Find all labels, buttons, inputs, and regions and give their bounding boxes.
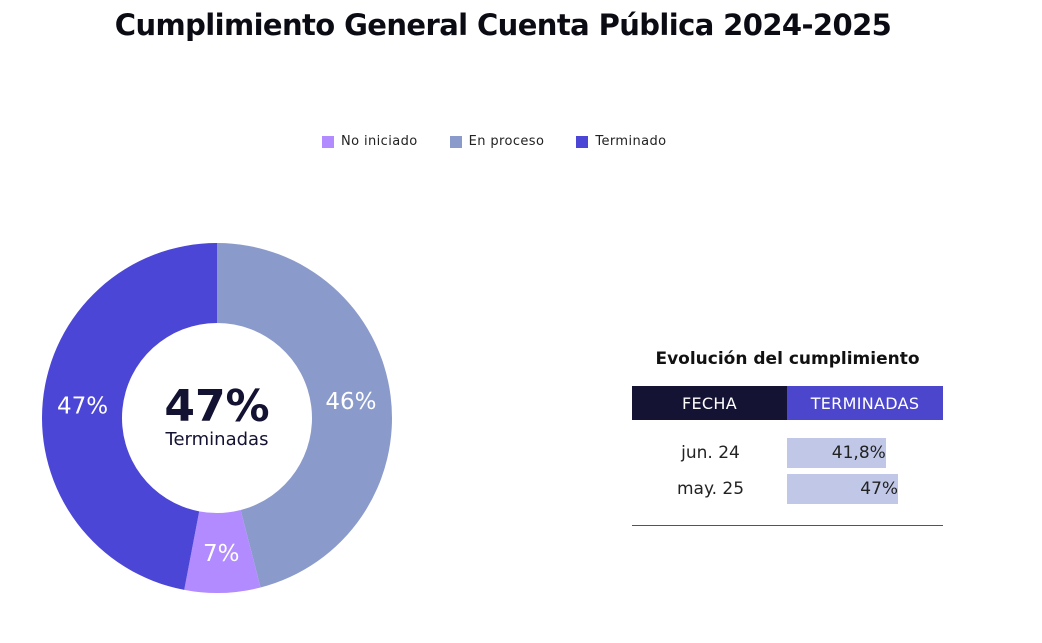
donut-slice-label-no-iniciado: 7% [203, 541, 240, 567]
legend-swatch-en-proceso [449, 135, 462, 148]
legend-swatch-terminado [576, 135, 589, 148]
table-row: jun. 24 41,8% [632, 435, 943, 471]
donut-slice-label-terminado: 47% [57, 393, 108, 419]
table-row: may. 25 47% [632, 471, 943, 507]
legend-label-terminado: Terminado [595, 134, 667, 149]
progress-bar [787, 438, 886, 468]
donut-center-label: Terminadas [165, 429, 269, 450]
column-header-fecha: FECHA [632, 386, 787, 420]
row-date: jun. 24 [681, 443, 740, 463]
legend-item-en-proceso: En proceso [449, 134, 545, 149]
row-terminadas-value: 41,8% [831, 443, 886, 463]
evolution-title: Evolución del cumplimiento [655, 349, 920, 369]
donut-slice-terminado [41, 243, 218, 590]
page-title: Cumplimiento General Cuenta Pública 2024… [114, 8, 892, 42]
progress-bar [787, 474, 899, 504]
evolution-table: FECHA TERMINADAS jun. 24 41,8% may. 25 4… [632, 386, 943, 526]
donut-slice-en-proceso [217, 243, 393, 588]
evolution-table-header: FECHA TERMINADAS [632, 386, 943, 420]
donut-slices [41, 243, 393, 593]
legend-item-no-iniciado: No iniciado [322, 134, 418, 149]
row-terminadas-cell: 47% [787, 474, 943, 504]
donut-slice-label-en-proceso: 46% [325, 389, 376, 415]
legend-swatch-no-iniciado [322, 135, 334, 148]
donut-slice-no-iniciado [184, 510, 261, 593]
row-terminadas-cell: 41,8% [787, 438, 943, 468]
legend-label-no-iniciado: No iniciado [341, 134, 418, 149]
evolution-table-body: jun. 24 41,8% may. 25 47% [632, 420, 943, 526]
row-date: may. 25 [676, 479, 745, 499]
legend-label-en-proceso: En proceso [468, 134, 545, 149]
row-terminadas-value: 47% [860, 479, 899, 499]
chart-legend: No iniciado En proceso Terminado [322, 134, 666, 149]
donut-slice-labels: 46% 7% 47% [57, 389, 376, 567]
legend-item-terminado: Terminado [576, 134, 666, 149]
column-header-terminadas: TERMINADAS [787, 386, 943, 420]
donut-center-value: 47% [164, 381, 269, 432]
